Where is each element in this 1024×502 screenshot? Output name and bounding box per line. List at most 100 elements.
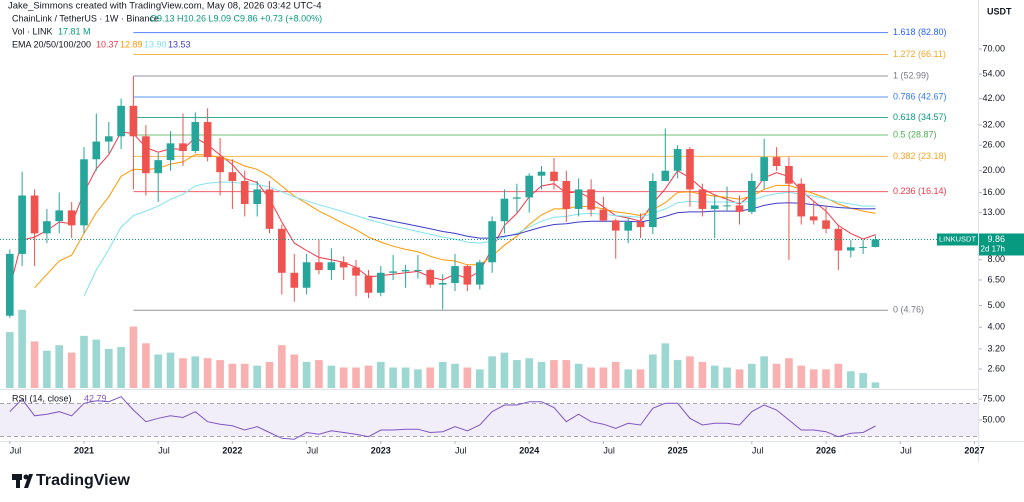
ema-label: EMA 20/50/100/200 [12, 39, 91, 49]
candle-body [352, 267, 360, 276]
volume-bar [723, 367, 731, 388]
candle-body [698, 189, 707, 209]
y-tick-label: 70.00 [982, 43, 1005, 53]
volume-bar [18, 309, 26, 388]
volume-bar [364, 365, 373, 388]
volume-bar [871, 382, 880, 388]
volume-bar [376, 361, 385, 388]
x-tick-label: Jul [307, 445, 319, 455]
volume-bar [611, 361, 620, 388]
candle-body [414, 270, 422, 272]
volume-bar [389, 367, 397, 388]
volume-bar [191, 356, 200, 388]
candle-body [611, 220, 620, 231]
candle-body [822, 220, 830, 229]
y-tick-label: 3.20 [987, 343, 1005, 353]
volume-bar [550, 360, 558, 388]
y-tick-label: 13.00 [982, 207, 1005, 217]
candle-body [203, 122, 212, 158]
candle-body [364, 275, 373, 293]
volume-bar [562, 360, 571, 388]
volume-bar [822, 369, 830, 388]
volume-bar [203, 358, 212, 388]
volume-bar [55, 345, 64, 388]
candle-body [302, 262, 311, 288]
candle-body [686, 149, 694, 190]
volume-bar [179, 358, 187, 388]
candle-body [859, 246, 867, 248]
volume-bar [166, 352, 175, 388]
candle-body [649, 180, 657, 228]
candle-body [846, 247, 855, 251]
volume-bar [797, 365, 806, 388]
price-symbol-box [937, 233, 978, 246]
fib-label: 0.786 (42.67) [893, 91, 947, 101]
y-tick-label: 26.00 [982, 140, 1005, 150]
candle-body [55, 210, 64, 222]
candle-body [587, 189, 595, 210]
x-tick-label: Jul [752, 445, 764, 455]
y-axis-title: USDT [987, 6, 1012, 16]
candle-body [142, 136, 150, 174]
volume-bar [686, 356, 694, 388]
candle-body [463, 266, 472, 285]
x-tick-label: 2021 [74, 445, 94, 455]
candle-body [809, 216, 818, 221]
volume-bar [216, 360, 224, 388]
volume-bar [278, 345, 286, 388]
ema-legend-value: 10.37 [96, 39, 119, 49]
volume-bar [785, 358, 793, 388]
candle-body [673, 149, 682, 171]
volume-bar [352, 367, 360, 388]
price-value: 9.86 [987, 234, 1005, 244]
candle-body [315, 262, 323, 271]
rsi-line [9, 396, 876, 440]
logo-shape [16, 474, 20, 488]
volume-bar [327, 365, 336, 388]
y-tick-label: 32.00 [982, 119, 1005, 129]
candle-body [871, 239, 880, 247]
volume-value: 17.81 M [58, 26, 91, 36]
y-tick-label: 20.00 [982, 165, 1005, 175]
volume-bar [513, 360, 521, 388]
volume-bar [30, 341, 39, 388]
axes: 70.00 54.00 42.00 32.00 26.00 20.00 16.00 13.00… [9, 43, 1024, 455]
volume-bar [67, 352, 76, 388]
y-tick-label: 5.00 [987, 300, 1005, 310]
candle-body [278, 228, 286, 273]
price-countdown: 2d 17h [981, 245, 1005, 254]
candle-body [550, 171, 558, 181]
candle-body [797, 183, 806, 217]
volume-bar [488, 356, 496, 388]
candle-body [624, 222, 633, 231]
candle-body [513, 197, 521, 199]
ema-legend-value: 13.53 [168, 39, 191, 49]
candle-body [104, 136, 113, 142]
candle-body [537, 171, 546, 176]
volume-bar [414, 369, 422, 388]
candle-body [376, 272, 385, 293]
x-tick-label: 2026 [816, 445, 836, 455]
candle-body [772, 157, 781, 166]
candle-body [228, 172, 237, 181]
logo-shape [23, 474, 29, 480]
candle-body [327, 262, 336, 271]
volume-bar [475, 369, 484, 388]
volume-bar [265, 361, 274, 388]
logo-shape [24, 474, 33, 488]
price-value-box [979, 233, 1024, 256]
y-tick-label: 54.00 [982, 69, 1005, 79]
volume-bar [772, 363, 781, 388]
candle-body [475, 262, 484, 285]
volume-label: Vol · LINK [12, 26, 53, 36]
credit: Jake_Simmons created with TradingView.co… [8, 1, 321, 12]
x-tick-label: Jul [10, 445, 22, 455]
volume-bar [401, 367, 410, 388]
volume-bar [129, 326, 138, 388]
candle-body [488, 221, 496, 263]
candle-body [401, 270, 410, 272]
candle-body [438, 283, 447, 285]
fib-label: 0.5 (28.87) [893, 129, 937, 139]
